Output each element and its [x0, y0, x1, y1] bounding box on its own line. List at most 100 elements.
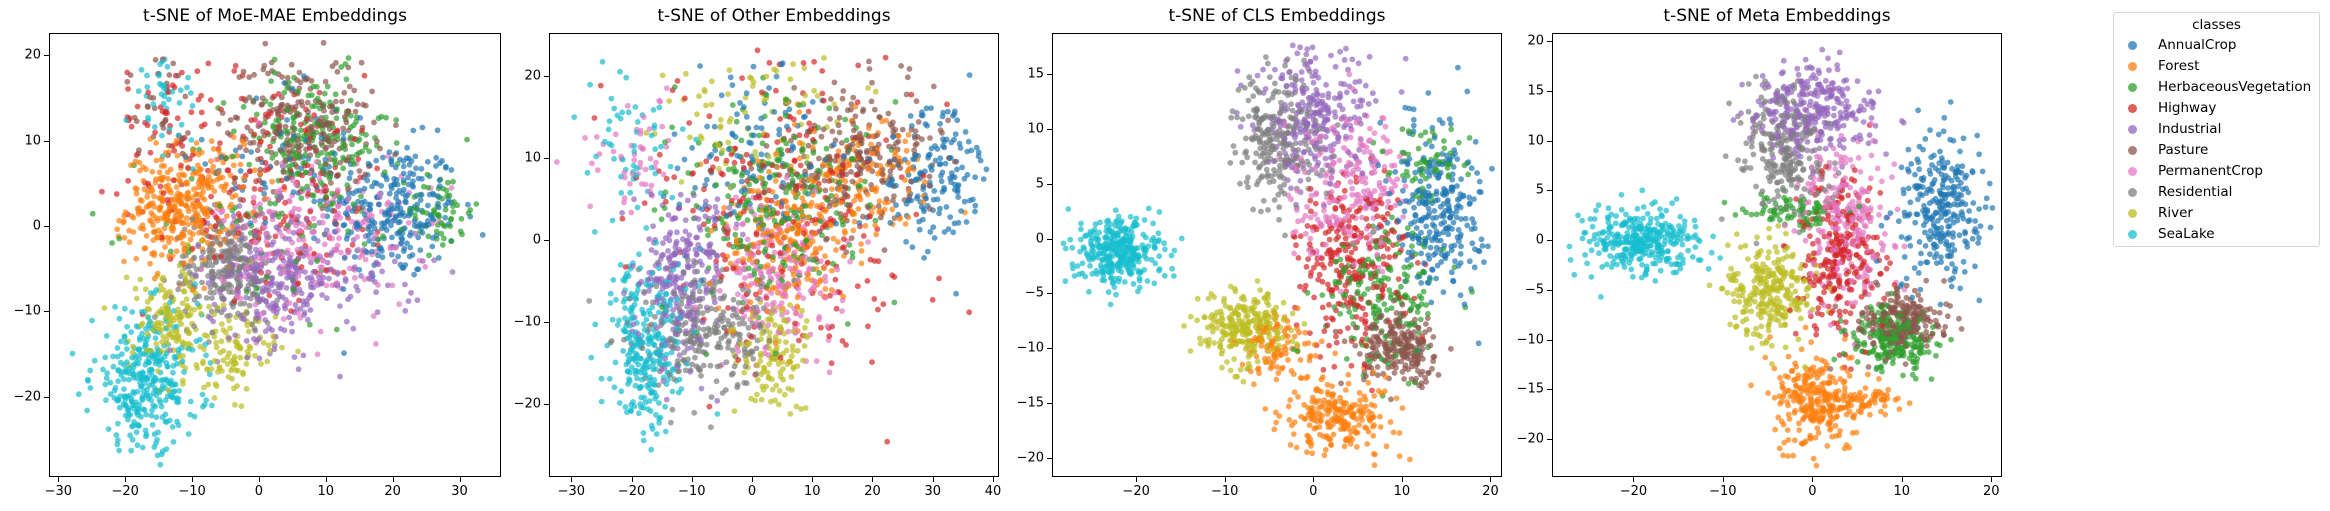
x-tick	[1633, 477, 1635, 482]
x-tick-label: −20	[1619, 484, 1648, 499]
legend-marker-icon	[2128, 104, 2137, 113]
y-tick-label: 5	[1035, 176, 1044, 192]
scatter-points	[69, 39, 486, 468]
x-tick-label: 0	[254, 484, 264, 499]
legend-marker-icon	[2128, 167, 2137, 176]
legend-item: HerbaceousVegetation	[2114, 78, 2319, 98]
x-tick-label: −30	[557, 484, 585, 499]
y-tick-label: −20	[513, 396, 541, 412]
y-tick-label: −10	[1016, 340, 1044, 356]
x-tick-label: −10	[178, 484, 206, 499]
legend-label: Highway	[2158, 100, 2217, 116]
x-tick-label: −20	[1122, 484, 1150, 499]
x-tick	[1224, 477, 1226, 482]
legend-item: River	[2114, 204, 2319, 224]
x-tick	[459, 477, 461, 482]
legend-label: River	[2158, 205, 2193, 221]
legend-label: HerbaceousVegetation	[2158, 79, 2312, 95]
y-tick	[1047, 238, 1052, 240]
y-tick	[1547, 140, 1552, 142]
x-tick	[1991, 477, 1993, 482]
x-tick	[58, 477, 60, 482]
scatter-points	[1060, 42, 1495, 469]
y-tick-label: −20	[1516, 431, 1544, 447]
y-tick	[1547, 289, 1552, 291]
legend-item: AnnualCrop	[2114, 36, 2319, 56]
chart-title: t-SNE of MoE-MAE Embeddings	[143, 6, 407, 26]
legend-title: classes	[2192, 17, 2241, 33]
y-tick-label: 0	[532, 232, 541, 248]
x-tick-label: 30	[924, 484, 942, 499]
x-tick	[325, 477, 327, 482]
legend-item: Residential	[2114, 183, 2319, 203]
x-tick	[932, 477, 934, 482]
legend-marker-icon	[2128, 125, 2137, 134]
x-tick-label: 10	[1893, 484, 1911, 499]
x-tick	[1313, 477, 1315, 482]
y-tick	[1047, 183, 1052, 185]
y-tick	[1047, 128, 1052, 130]
y-tick	[544, 321, 549, 323]
y-tick	[44, 396, 49, 398]
x-tick-label: 10	[803, 484, 821, 499]
y-tick	[1547, 389, 1552, 391]
chart-title: t-SNE of Other Embeddings	[657, 6, 891, 26]
chart-title: t-SNE of Meta Embeddings	[1663, 6, 1891, 26]
legend-label: SeaLake	[2158, 226, 2215, 242]
x-tick-label: 10	[1393, 484, 1411, 499]
y-tick-label: 15	[1027, 66, 1044, 82]
x-tick-label: −30	[44, 484, 73, 499]
x-tick-label: 0	[1808, 484, 1817, 499]
scatter-plot-axes	[1552, 33, 2002, 477]
x-tick-label: 20	[864, 484, 881, 499]
x-tick-label: −10	[1709, 484, 1737, 499]
x-tick	[1401, 477, 1403, 482]
y-tick-label: −20	[13, 389, 41, 405]
y-tick	[44, 311, 49, 313]
x-tick-label: 0	[747, 484, 757, 499]
y-tick-label: −10	[513, 314, 541, 330]
x-tick	[258, 477, 260, 482]
legend-marker-icon	[2128, 188, 2137, 197]
x-tick	[125, 477, 127, 482]
y-tick	[1547, 40, 1552, 42]
y-tick-label: −20	[1016, 450, 1044, 466]
y-tick-label: 0	[1535, 232, 1544, 248]
legend-item: PermanentCrop	[2114, 162, 2319, 182]
y-tick-label: 15	[1527, 83, 1544, 99]
legend-label: Industrial	[2158, 121, 2222, 137]
y-tick	[544, 157, 549, 159]
y-tick-label: −5	[1024, 285, 1044, 301]
scatter-points	[554, 47, 990, 453]
x-tick	[1136, 477, 1138, 482]
y-tick	[544, 75, 549, 77]
x-tick-label: 10	[317, 484, 335, 499]
y-tick-label: −15	[1016, 395, 1044, 411]
x-tick	[1490, 477, 1492, 482]
x-tick	[571, 477, 573, 482]
scatter-points	[1566, 46, 1996, 469]
y-tick-label: 10	[1527, 133, 1544, 149]
scatter-plot-axes	[549, 33, 999, 477]
x-tick	[752, 477, 753, 482]
legend-label: AnnualCrop	[2158, 37, 2237, 53]
y-tick	[1547, 339, 1552, 341]
y-tick	[1047, 403, 1052, 405]
y-tick-label: 0	[32, 218, 41, 234]
y-tick-label: 0	[1035, 231, 1044, 246]
legend-marker-icon	[2128, 146, 2137, 155]
legend-marker-icon	[2128, 83, 2137, 92]
legend-label: Pasture	[2158, 142, 2209, 158]
x-tick	[1722, 477, 1724, 482]
x-tick-label: −20	[617, 484, 646, 499]
x-tick	[1901, 477, 1903, 482]
legend-label: Residential	[2158, 184, 2233, 200]
x-tick-label: −20	[111, 484, 139, 499]
y-tick-label: 20	[1527, 33, 1544, 49]
legend-label: PermanentCrop	[2158, 163, 2263, 179]
y-tick	[1047, 348, 1052, 350]
scatter-plot-axes	[1052, 33, 1502, 477]
y-tick	[1047, 458, 1052, 460]
chart-title: t-SNE of CLS Embeddings	[1168, 6, 1386, 26]
x-tick	[392, 477, 394, 482]
